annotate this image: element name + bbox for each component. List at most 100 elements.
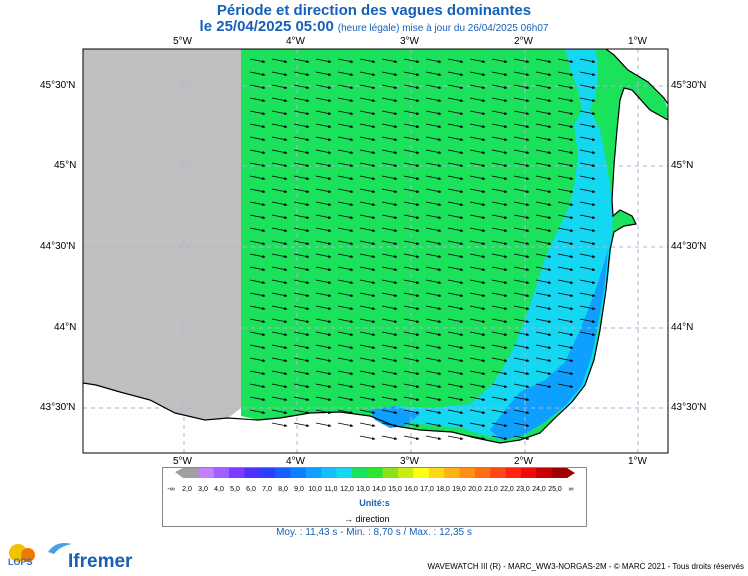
direction-arrow: [359, 396, 376, 402]
direction-arrow: [535, 58, 552, 64]
direction-arrow: [337, 253, 354, 259]
direction-arrow: [469, 422, 486, 428]
direction-arrow: [535, 71, 552, 77]
direction-arrow: [447, 370, 464, 376]
direction-arrow: [359, 422, 376, 428]
direction-arrow: [359, 136, 376, 142]
direction-arrow: [513, 214, 530, 220]
direction-arrow: [315, 331, 332, 337]
direction-arrow: [315, 396, 332, 402]
blue-area-south: [370, 406, 420, 428]
direction-arrow: [271, 58, 288, 64]
direction-arrow: [579, 253, 596, 259]
scale-label: 13,0: [356, 486, 370, 493]
direction-arrow: [271, 188, 288, 194]
direction-arrow: [381, 253, 398, 259]
direction-arrow: [271, 357, 288, 363]
direction-arrow: [403, 396, 420, 402]
scale-label: 7,0: [262, 486, 272, 493]
direction-arrow: [557, 58, 574, 64]
direction-arrow: [271, 201, 288, 207]
direction-arrow: [293, 149, 310, 155]
direction-arrow: [557, 357, 574, 363]
direction-arrow: [491, 253, 508, 259]
scale-swatch: [536, 468, 553, 478]
direction-arrow: [469, 110, 486, 116]
direction-arrow: [293, 357, 310, 363]
direction-arrow: [513, 175, 530, 181]
direction-arrow: [271, 266, 288, 272]
direction-arrow: [469, 253, 486, 259]
direction-arrow: [359, 344, 376, 350]
direction-arrow: [403, 188, 420, 194]
lon-label-bottom: 1°W: [628, 456, 647, 467]
direction-arrow: [513, 435, 530, 441]
lon-label-bottom: 4°W: [286, 456, 305, 467]
scale-label: 9,0: [294, 486, 304, 493]
direction-arrow: [315, 149, 332, 155]
direction-arrow: [249, 253, 266, 259]
direction-arrow: [579, 279, 596, 285]
scale-label: 11,0: [324, 486, 337, 493]
direction-arrow: [337, 357, 354, 363]
direction-arrow: [337, 331, 354, 337]
direction-arrow: [359, 84, 376, 90]
direction-arrow: [381, 422, 398, 428]
direction-arrow: [447, 435, 464, 441]
direction-arrow: [557, 84, 574, 90]
scale-swatch: [305, 468, 322, 478]
direction-arrow: [315, 344, 332, 350]
direction-arrow: [491, 331, 508, 337]
direction-arrow: [337, 162, 354, 168]
direction-arrow: [513, 396, 530, 402]
direction-arrow: [337, 344, 354, 350]
direction-arrow: [425, 409, 442, 415]
scale-swatch: [351, 468, 368, 478]
direction-arrow: [535, 253, 552, 259]
scale-label: 17,0: [420, 486, 434, 493]
direction-arrow: [579, 266, 596, 272]
scale-label: 16,0: [404, 486, 418, 493]
direction-arrow: [271, 162, 288, 168]
direction-arrow: [403, 344, 420, 350]
direction-arrow: [337, 240, 354, 246]
direction-arrow: [249, 175, 266, 181]
direction-arrow: [579, 97, 596, 103]
direction-arrow: [579, 227, 596, 233]
no-data-area: [83, 49, 241, 420]
direction-arrow: [425, 214, 442, 220]
direction-arrow: [425, 383, 442, 389]
direction-arrow: [337, 110, 354, 116]
direction-arrow: [469, 331, 486, 337]
direction-arrow: [491, 175, 508, 181]
direction-arrow: [469, 71, 486, 77]
direction-arrow: [293, 201, 310, 207]
direction-arrow: [535, 383, 552, 389]
direction-arrow: [381, 188, 398, 194]
direction-arrow: [249, 110, 266, 116]
direction-arrow: [491, 370, 508, 376]
direction-arrow: [513, 201, 530, 207]
direction-arrow: [491, 318, 508, 324]
direction-arrow: [535, 279, 552, 285]
direction-arrow: [535, 84, 552, 90]
map-title: Période et direction des vagues dominant…: [216, 2, 532, 19]
direction-arrow: [425, 370, 442, 376]
direction-arrow: [359, 409, 376, 415]
direction-arrow: [271, 240, 288, 246]
direction-arrow: [293, 266, 310, 272]
direction-arrow: [469, 175, 486, 181]
scale-label: 12,0: [340, 486, 354, 493]
direction-arrow: [447, 84, 464, 90]
direction-arrow: [491, 227, 508, 233]
direction-arrow: [315, 97, 332, 103]
direction-arrow: [337, 305, 354, 311]
direction-arrow: [425, 357, 442, 363]
direction-arrow: [315, 227, 332, 233]
direction-arrow: [271, 318, 288, 324]
direction-arrow: [381, 266, 398, 272]
scale-min-arrow: [175, 468, 183, 478]
lat-label-left: 43°30'N: [40, 402, 76, 413]
direction-arrow: [271, 136, 288, 142]
